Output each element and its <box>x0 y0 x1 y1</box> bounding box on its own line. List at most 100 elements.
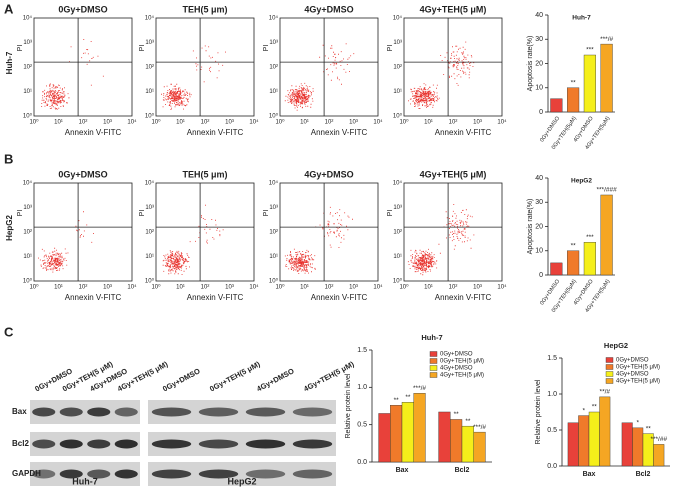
significance-label: ***/# <box>413 385 426 392</box>
x-tick-label: 10⁰ <box>29 284 39 291</box>
x-tick-label: 10² <box>325 285 334 291</box>
y-tick-label: 1.0 <box>357 384 367 391</box>
blot-band <box>245 439 286 449</box>
x-axis-label: Annexin V-FITC <box>187 128 244 137</box>
blot-band <box>245 407 286 417</box>
y-tick-label: 10⁴ <box>145 15 155 22</box>
bar <box>450 419 463 463</box>
x-tick-label: 10⁰ <box>151 284 161 291</box>
y-tick-label: 10⁰ <box>269 278 279 285</box>
y-tick-label: 10¹ <box>269 254 278 260</box>
y-tick-label: 0 <box>539 272 543 279</box>
x-tick-label: 10⁴ <box>127 284 137 291</box>
x-tick-label: 10³ <box>225 120 234 126</box>
x-tick-label: 10² <box>79 285 88 291</box>
y-tick-label: 10² <box>145 230 154 236</box>
blot-band <box>59 407 83 417</box>
bar <box>401 402 414 463</box>
blot-band <box>114 407 138 417</box>
legend-label: 4Gy+DMSO <box>616 372 649 378</box>
y-axis-label: Relative protein level <box>535 379 542 444</box>
x-axis-label: Annexin V-FITC <box>65 293 122 302</box>
bar <box>567 87 580 113</box>
legend-label: 0Gy+DMSO <box>616 358 649 364</box>
y-tick-label: 0 <box>539 109 543 116</box>
legend-swatch <box>605 378 614 384</box>
y-axis-label: PI <box>263 45 270 52</box>
plot-title: 4Gy+DMSO <box>304 4 353 14</box>
legend-swatch <box>605 357 614 363</box>
significance-label: ** <box>571 79 577 86</box>
x-tick-label: 10⁰ <box>29 119 39 126</box>
y-tick-label: 10¹ <box>23 254 32 260</box>
y-tick-label: 10² <box>145 65 154 71</box>
y-axis-label: PI <box>387 210 394 217</box>
x-tick-label: 10³ <box>473 120 482 126</box>
x-axis-label: Annexin V-FITC <box>435 128 492 137</box>
y-tick-label: 10⁰ <box>23 113 33 120</box>
plot-title: 4Gy+DMSO <box>304 169 353 179</box>
lane-label: 0Gy+TEH(5 μM) <box>208 359 262 393</box>
y-tick-label: 10⁴ <box>393 180 403 187</box>
y-tick-label: 10³ <box>269 40 278 46</box>
y-axis-label: PI <box>387 45 394 52</box>
panel-label: C <box>4 324 14 339</box>
y-tick-label: 10 <box>535 85 543 92</box>
plot-title: TEH(5 μm) <box>182 169 227 179</box>
y-tick-label: 10¹ <box>23 89 32 95</box>
blot-band <box>114 439 138 449</box>
y-tick-label: 10¹ <box>269 89 278 95</box>
significance-label: *** <box>586 47 594 54</box>
x-tick-label: 10⁴ <box>373 284 383 291</box>
bar <box>583 54 596 113</box>
x-axis-label: Annexin V-FITC <box>311 293 368 302</box>
y-tick-label: 10² <box>269 230 278 236</box>
plot-title: 0Gy+DMSO <box>58 169 107 179</box>
chart-title: HepG2 <box>604 341 628 350</box>
x-axis-label: Annexin V-FITC <box>435 293 492 302</box>
x-tick-label: 10¹ <box>424 120 433 126</box>
protein-label: Bcl2 <box>12 439 29 448</box>
x-tick-label: 10¹ <box>54 120 63 126</box>
y-tick-label: 0.0 <box>357 459 367 466</box>
legend-label: 4Gy+TEH(5 μM) <box>616 379 660 385</box>
y-tick-label: 1.5 <box>357 347 367 354</box>
legend-label: 0Gy+TEH(5 μM) <box>616 365 660 371</box>
x-tick-label: 10⁰ <box>275 119 285 126</box>
blot-band <box>151 469 192 479</box>
group-label: HepG2 <box>227 476 256 486</box>
x-tick-label: 10¹ <box>176 285 185 291</box>
y-tick-label: 10⁰ <box>145 278 155 285</box>
legend-swatch <box>429 365 438 371</box>
x-tick-label: 10⁰ <box>399 119 409 126</box>
x-tick-label: 10³ <box>103 285 112 291</box>
blot-band <box>87 439 111 449</box>
x-axis-label: Annexin V-FITC <box>187 293 244 302</box>
legend-swatch <box>429 358 438 364</box>
y-tick-label: 10⁴ <box>269 180 279 187</box>
x-tick-label: 10⁴ <box>127 119 137 126</box>
x-tick-label: 10² <box>449 285 458 291</box>
plot-title: 0Gy+DMSO <box>58 4 107 14</box>
significance-label: *** <box>586 234 594 241</box>
significance-label: ** <box>405 394 411 401</box>
plot-title: 4Gy+TEH(5 μM) <box>420 169 487 179</box>
bar <box>621 422 633 467</box>
significance-label: * <box>636 420 639 427</box>
protein-label: Bax <box>12 407 27 416</box>
bar <box>438 411 451 463</box>
x-tick-label: 10⁴ <box>497 284 507 291</box>
bar <box>600 194 613 276</box>
lane-label: 0Gy+DMSO <box>161 366 202 393</box>
flow-dots <box>284 206 353 274</box>
y-tick-label: 1.0 <box>547 391 557 398</box>
x-tick-label: 10⁰ <box>399 284 409 291</box>
y-tick-label: 10⁴ <box>23 15 33 22</box>
blot-band <box>87 469 111 479</box>
chart-title: Huh-7 <box>572 15 591 22</box>
y-tick-label: 10⁴ <box>269 15 279 22</box>
bar <box>413 393 426 463</box>
cell-label: Huh-7 <box>5 51 14 74</box>
x-axis-label: Annexin V-FITC <box>65 128 122 137</box>
cell-label: HepG2 <box>5 215 14 241</box>
